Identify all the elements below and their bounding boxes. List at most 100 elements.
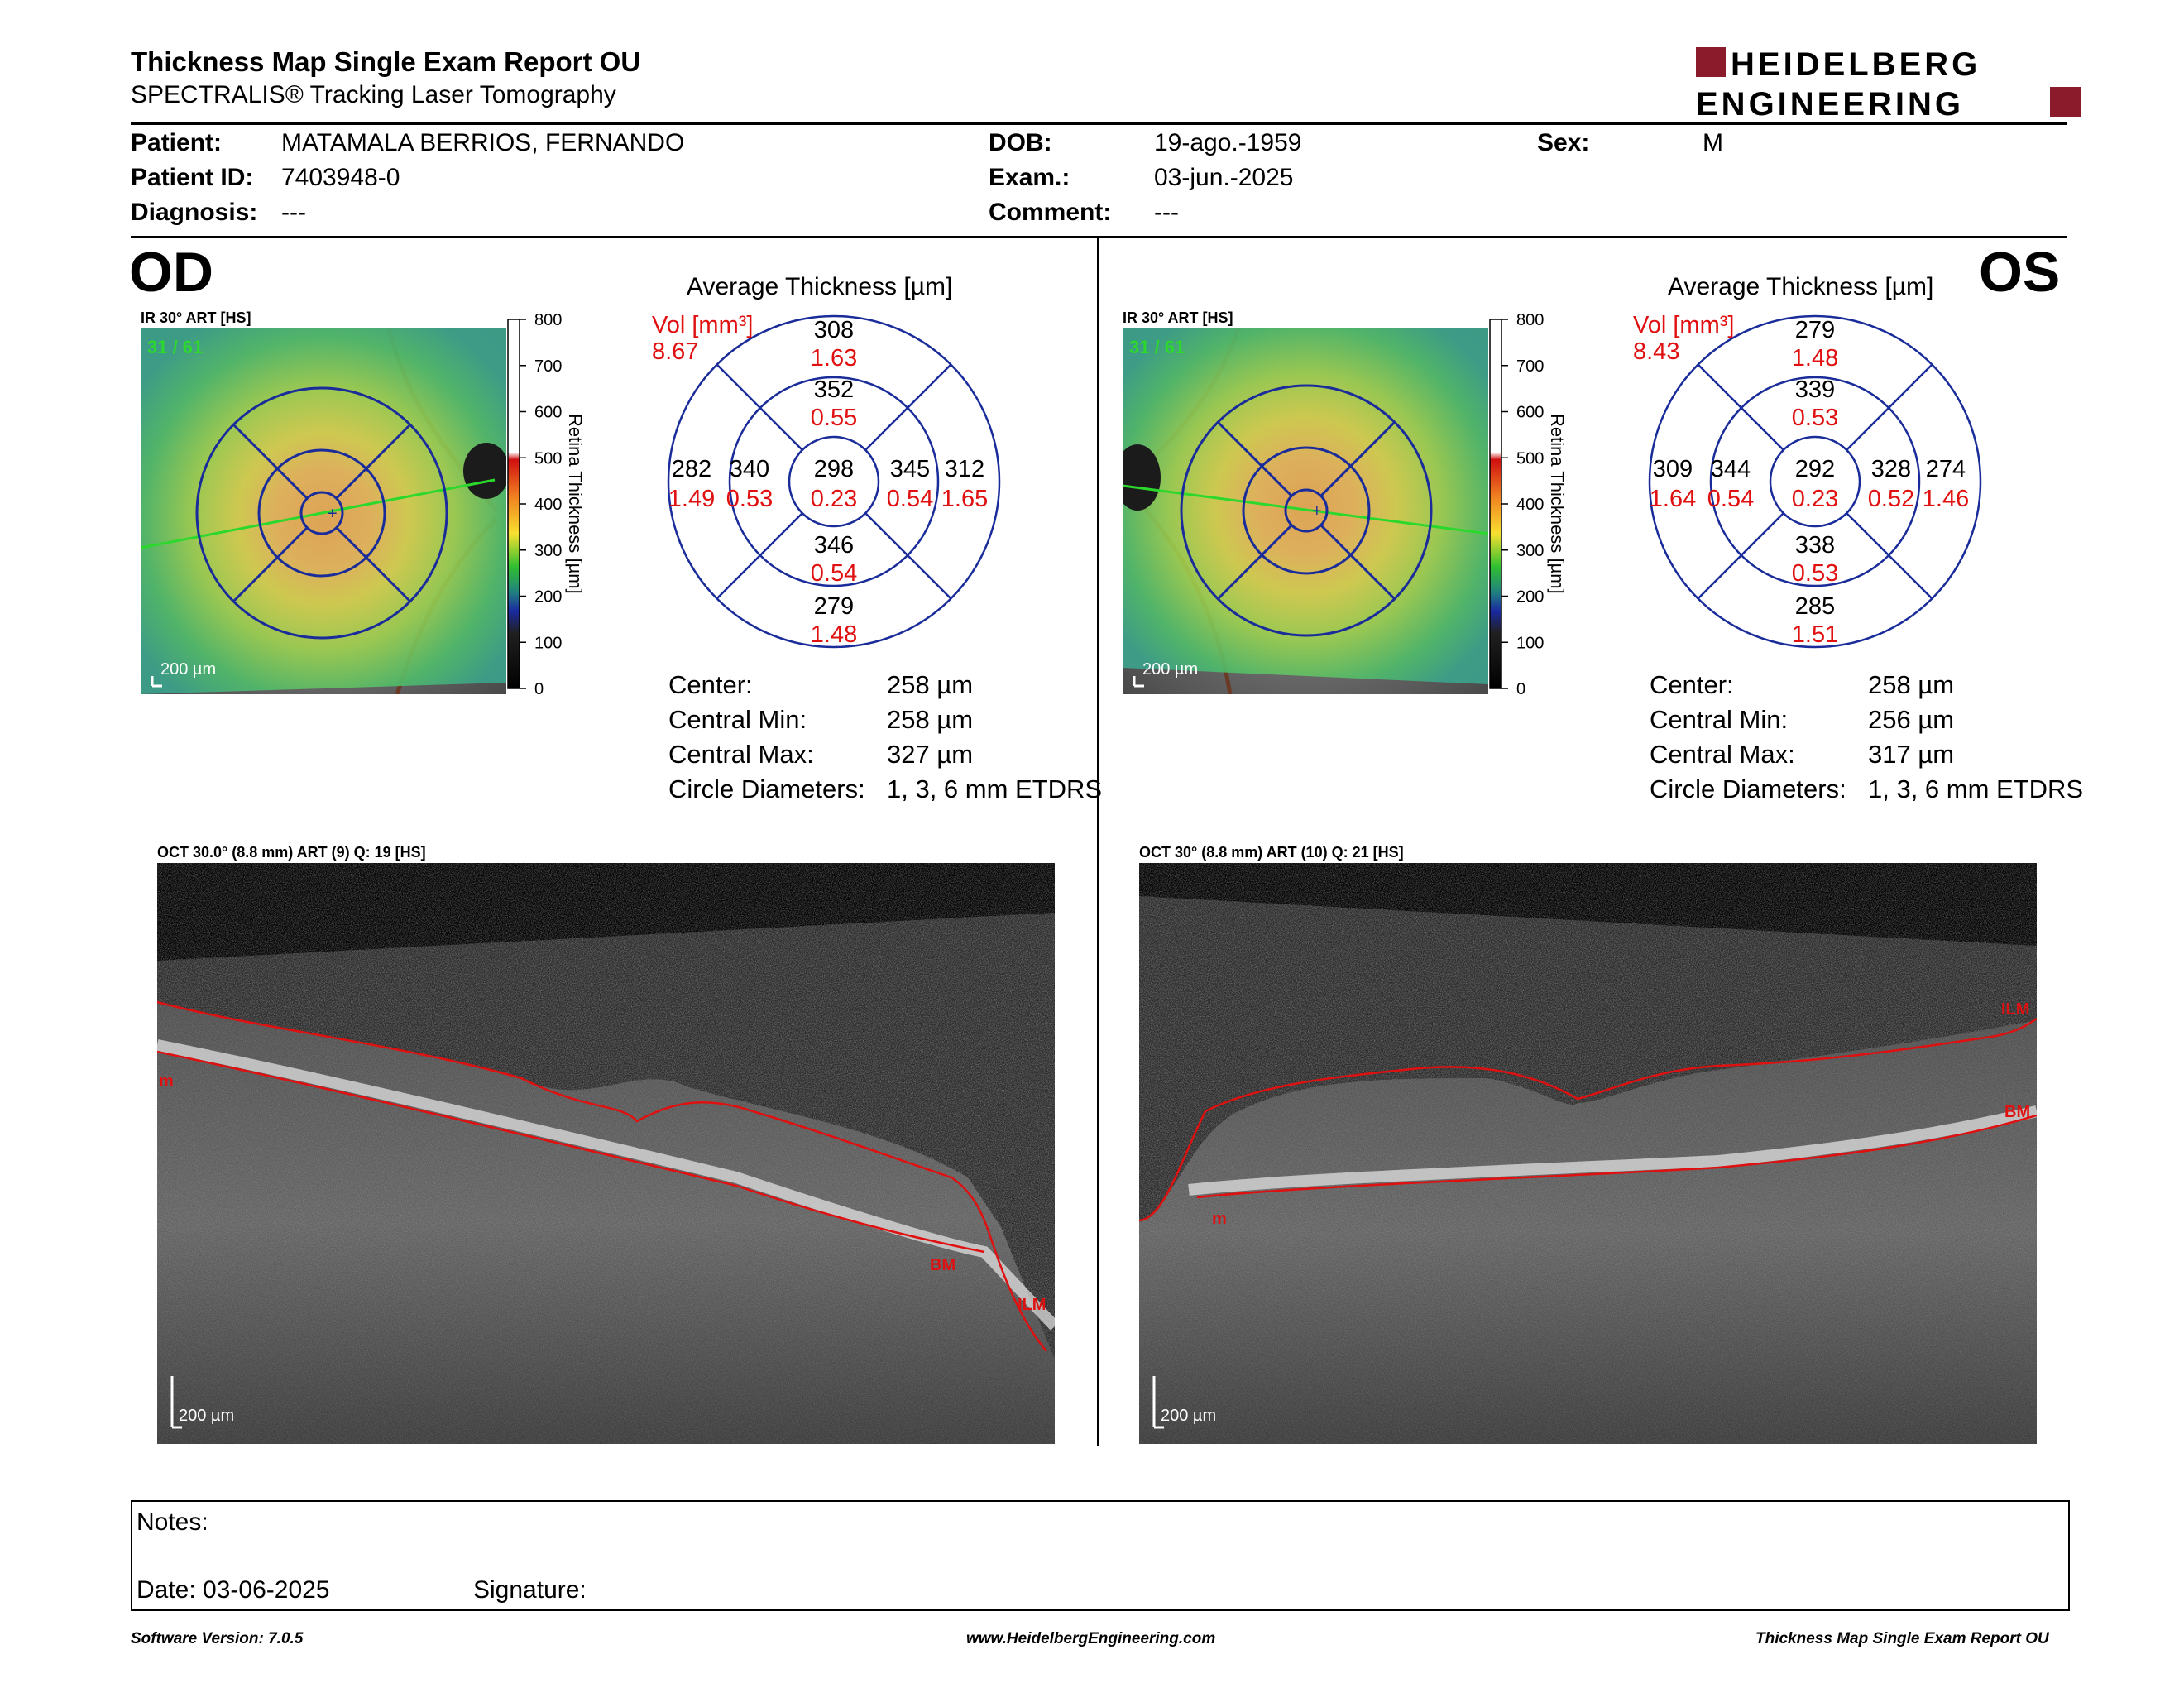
os-cmin-value: 256 µm — [1868, 705, 1955, 734]
od-outer-sup-volume: 1.63 — [811, 345, 857, 372]
os-oct-label: OCT 30° (8.8 mm) ART (10) Q: 21 [HS] — [1139, 844, 1404, 861]
od-thickness-map: 31 / 61 + 200 µm — [140, 328, 510, 698]
os-colorbar-tick-label: 300 — [1516, 542, 1544, 560]
os-colorbar-tick-label: 500 — [1516, 449, 1544, 468]
od-colorbar-tick-label: 0 — [534, 680, 544, 695]
os-ilm-line — [1138, 1017, 2038, 1222]
os-colorbar-tick-label: 600 — [1516, 404, 1544, 422]
heidelberg-logo: HEIDELBERG ENGINEERING — [1696, 46, 2085, 124]
od-outer-sup-thickness: 308 — [814, 317, 854, 343]
os-inner-sup-volume: 0.53 — [1792, 405, 1838, 431]
od-center-label: Center: — [668, 670, 753, 699]
od-center-value: 258 µm — [887, 670, 974, 699]
diagnosis-label: Diagnosis: — [131, 199, 258, 226]
patient-divider — [131, 236, 2067, 238]
od-inner-sup-thickness: 352 — [814, 376, 854, 403]
od-colorbar-tick-label: 200 — [534, 588, 562, 607]
os-cmax-label: Central Max: — [1650, 740, 1795, 769]
footer-website: www.HeidelbergEngineering.com — [966, 1630, 1216, 1647]
os-circ-label: Circle Diameters: — [1650, 774, 1846, 803]
os-outer-sup-volume: 1.48 — [1792, 345, 1838, 372]
os-outer-inf-volume: 1.51 — [1792, 621, 1838, 648]
os-center-value: 258 µm — [1868, 670, 1955, 699]
od-bm-line — [156, 1050, 985, 1254]
os-colorbar-tick-label: 0 — [1516, 680, 1525, 695]
os-frame-label: 31 / 61 — [1129, 337, 1185, 357]
od-outer-left-thickness: 282 — [672, 456, 711, 482]
od-colorbar-tick-label: 800 — [534, 314, 562, 329]
sex-label: Sex: — [1537, 129, 1590, 156]
od-colorbar-tick-label: 300 — [534, 542, 562, 560]
od-colorbar: 800 700 600 500 400 300 200 100 0 Retina Thickne… — [506, 311, 597, 699]
os-circ-value: 1, 3, 6 mm ETDRS — [1868, 774, 2084, 803]
os-outer-left-volume: 1.64 — [1650, 486, 1696, 512]
os-colorbar-ticks: 800 700 600 500 400 300 200 100 0 — [1502, 311, 1544, 698]
comment-label: Comment: — [989, 199, 1112, 226]
os-oct-bscan: ILM BM m 200 µm — [1138, 863, 2038, 1448]
od-scale-label: 200 µm — [160, 660, 216, 679]
os-colorbar-tick-label: 700 — [1516, 357, 1544, 376]
dob-label: DOB: — [989, 129, 1052, 156]
eye-divider — [1097, 237, 1099, 1446]
od-colorbar-tick-label: 700 — [534, 357, 562, 376]
od-avg-title: Average Thickness [µm] — [687, 273, 953, 300]
report-subtitle: SPECTRALIS® Tracking Laser Tomography — [131, 81, 616, 108]
os-colorbar-tick-label: 100 — [1516, 634, 1544, 652]
od-ilm-label: ILM — [1018, 1296, 1046, 1314]
patient-label: Patient: — [131, 129, 223, 156]
od-outer-inf-thickness: 279 — [814, 593, 854, 620]
os-colorbar-tick-label: 800 — [1516, 314, 1544, 329]
od-inner-right-thickness: 345 — [890, 456, 930, 482]
os-thickness-map: 31 / 61 + 200 µm — [1114, 328, 1489, 698]
os-inner-left-thickness: 344 — [1711, 456, 1751, 482]
exam-label: Exam.: — [989, 164, 1070, 191]
os-outer-right-thickness: 274 — [1926, 456, 1966, 482]
od-colorbar-tick-label: 500 — [534, 449, 562, 468]
os-inner-right-thickness: 328 — [1871, 456, 1911, 482]
od-vol-label: Vol [mm³] — [652, 312, 753, 338]
od-inner-inf-volume: 0.54 — [811, 560, 857, 587]
sex-value: M — [1703, 129, 1723, 156]
patient-name: MATAMALA BERRIOS, FERNANDO — [281, 129, 685, 156]
notes-box[interactable]: Notes: Date: 03-06-2025 Signature: — [131, 1500, 2070, 1611]
os-colorbar-title: Retina Thickness [µm] — [1547, 414, 1568, 594]
od-vol-value: 8.67 — [652, 338, 698, 365]
od-outer-inf-volume: 1.48 — [811, 621, 857, 648]
od-circ-value: 1, 3, 6 mm ETDRS — [887, 774, 1103, 803]
od-inner-sup-volume: 0.55 — [811, 405, 857, 431]
patient-id: 7403948-0 — [281, 164, 400, 191]
os-optic-disc — [1114, 444, 1161, 511]
os-scale-label: 200 µm — [1142, 660, 1198, 679]
os-outer-right-volume: 1.46 — [1923, 486, 1969, 512]
exam-value: 03-jun.-2025 — [1154, 164, 1294, 191]
os-inner-inf-thickness: 338 — [1795, 532, 1835, 559]
os-cmin-label: Central Min: — [1650, 705, 1789, 734]
od-eye-label: OD — [129, 241, 213, 304]
os-m-label: m — [1212, 1210, 1227, 1228]
dob-value: 19-ago.-1959 — [1154, 129, 1302, 156]
os-vol-value: 8.43 — [1633, 338, 1679, 365]
signature-label: Signature: — [473, 1576, 587, 1604]
os-ilm-label: ILM — [2001, 1000, 2029, 1019]
od-cmax-value: 327 µm — [887, 740, 974, 769]
od-outer-left-volume: 1.49 — [668, 486, 715, 512]
os-avg-title: Average Thickness [µm] — [1668, 273, 1934, 300]
os-ir-label: IR 30° ART [HS] — [1123, 309, 1233, 326]
od-m-label: m — [159, 1072, 174, 1091]
os-bm-label: BM — [2004, 1103, 2030, 1121]
os-center-label: Center: — [1650, 670, 1734, 699]
od-ir-label: IR 30° ART [HS] — [141, 309, 251, 326]
logo-line2: ENGINEERING — [1696, 86, 1964, 120]
od-center-volume: 0.23 — [811, 486, 857, 512]
od-inner-right-volume: 0.54 — [887, 486, 933, 512]
os-outer-sup-thickness: 279 — [1795, 317, 1835, 343]
os-inner-inf-volume: 0.53 — [1792, 560, 1838, 587]
patient-id-label: Patient ID: — [131, 164, 254, 191]
od-oct-bscan: ILM BM m 200 µm — [156, 863, 1060, 1448]
svg-text:+: + — [328, 505, 338, 523]
footer-report-name: Thickness Map Single Exam Report OU — [1755, 1630, 2049, 1647]
od-inner-inf-thickness: 346 — [814, 532, 854, 559]
os-eye-label: OS — [1979, 241, 2061, 304]
os-vol-label: Vol [mm³] — [1633, 312, 1734, 338]
comment-value: --- — [1154, 199, 1179, 226]
